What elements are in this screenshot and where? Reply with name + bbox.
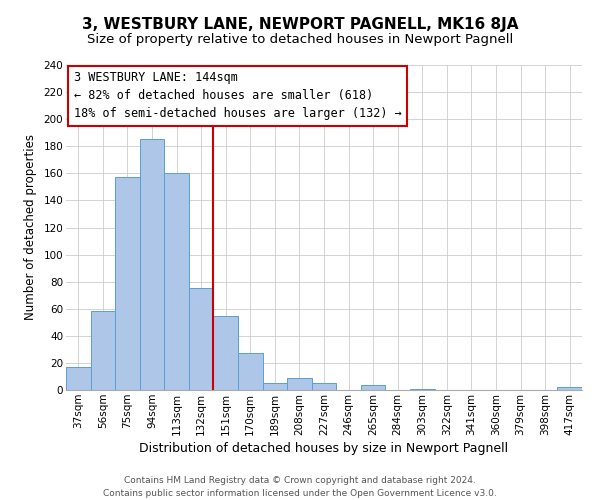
Bar <box>91 312 115 390</box>
Bar <box>115 178 140 390</box>
Text: 3, WESTBURY LANE, NEWPORT PAGNELL, MK16 8JA: 3, WESTBURY LANE, NEWPORT PAGNELL, MK16 … <box>82 18 518 32</box>
Text: 3 WESTBURY LANE: 144sqm
← 82% of detached houses are smaller (618)
18% of semi-d: 3 WESTBURY LANE: 144sqm ← 82% of detache… <box>74 72 401 120</box>
Bar <box>361 384 385 390</box>
X-axis label: Distribution of detached houses by size in Newport Pagnell: Distribution of detached houses by size … <box>139 442 509 455</box>
Y-axis label: Number of detached properties: Number of detached properties <box>23 134 37 320</box>
Bar <box>557 388 582 390</box>
Bar <box>189 288 214 390</box>
Bar <box>140 140 164 390</box>
Bar <box>287 378 312 390</box>
Bar <box>312 383 336 390</box>
Bar <box>263 383 287 390</box>
Bar <box>66 367 91 390</box>
Bar <box>164 174 189 390</box>
Text: Contains HM Land Registry data © Crown copyright and database right 2024.
Contai: Contains HM Land Registry data © Crown c… <box>103 476 497 498</box>
Bar <box>214 316 238 390</box>
Bar <box>410 388 434 390</box>
Bar <box>238 354 263 390</box>
Text: Size of property relative to detached houses in Newport Pagnell: Size of property relative to detached ho… <box>87 32 513 46</box>
